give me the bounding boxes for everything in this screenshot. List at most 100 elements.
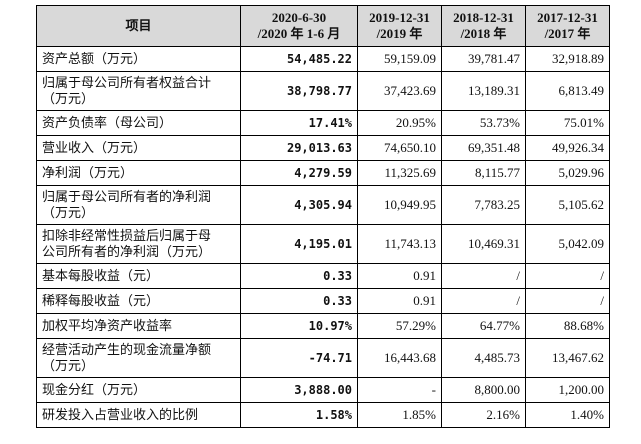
value-cell: 17.41%: [240, 110, 358, 136]
value-cell: 13,467.62: [525, 338, 610, 378]
label-text: 归属于母公司所有者的净利润: [42, 189, 212, 204]
label-text: 资产负债率（母公司）: [42, 115, 173, 130]
value-cell: 10,949.95: [357, 185, 442, 225]
label-text: 现金分红（万元）: [42, 382, 147, 397]
header-text: /2019 年: [376, 26, 423, 41]
value-cell: 37,423.69: [357, 71, 442, 111]
label-text: （万元）: [42, 205, 95, 220]
value-cell: 29,013.63: [240, 135, 358, 161]
label-text: 稀释每股收益（元）: [42, 293, 160, 308]
value-cell: 1,200.00: [525, 377, 610, 403]
value-cell: 2.16%: [441, 402, 526, 428]
value-cell: 1.85%: [357, 402, 442, 428]
label-text: 净利润（万元）: [42, 165, 134, 180]
value-cell: 0.91: [357, 263, 442, 289]
header-text: /2017 年: [544, 26, 591, 41]
value-cell: /: [441, 288, 526, 314]
value-cell: 4,305.94: [240, 185, 358, 225]
value-cell: 0.33: [240, 263, 358, 289]
value-cell: 6,813.49: [525, 71, 610, 111]
header-row: 项目 2020-6-30/2020 年 1-6 月 2019-12-31/2019 …: [36, 5, 610, 47]
row-label: 归属于母公司所有者权益合计 （万元）: [36, 71, 241, 111]
table-row: 基本每股收益（元） 0.33 0.91//: [36, 263, 610, 289]
row-label: 经营活动产生的现金流量净额 （万元）: [36, 338, 241, 378]
label-text: 营业收入（万元）: [42, 140, 147, 155]
label-text: 研发投入占营业收入的比例: [42, 407, 199, 422]
value-cell: 10.97%: [240, 313, 358, 339]
row-label: 基本每股收益（元）: [36, 263, 241, 289]
value-cell: 5,029.96: [525, 160, 610, 186]
label-text: 扣除非经常性损益后归属于母: [42, 228, 212, 243]
financial-table: 项目 2020-6-30/2020 年 1-6 月 2019-12-31/2019 …: [36, 5, 610, 428]
row-label: 加权平均净资产收益率: [36, 313, 241, 339]
value-cell: 11,325.69: [357, 160, 442, 186]
value-cell: 5,105.62: [525, 185, 610, 225]
table-row: 净利润（万元） 4,279.59 11,325.69 8,115.77 5,029.96: [36, 160, 610, 186]
value-cell: 5,042.09: [525, 224, 610, 264]
value-cell: 49,926.34: [525, 135, 610, 161]
value-cell: 10,469.31: [441, 224, 526, 264]
row-label: 资产总额（万元）: [36, 46, 241, 72]
row-label: 资产负债率（母公司）: [36, 110, 241, 136]
table-body: 资产总额（万元） 54,485.22 59,159.09 39,781.47 32,91…: [36, 46, 610, 428]
row-label: 现金分红（万元）: [36, 377, 241, 403]
value-cell: 0.33: [240, 288, 358, 314]
header-cell: 2019-12-31/2019 年: [357, 5, 442, 47]
table-row: 扣除非经常性损益后归属于母 公司所有者的净利润（万元） 4,195.01 11,743…: [36, 224, 610, 264]
header-cell: 2020-6-30/2020 年 1-6 月: [240, 5, 358, 47]
value-cell: 57.29%: [357, 313, 442, 339]
value-cell: 8,800.00: [441, 377, 526, 403]
row-label: 扣除非经常性损益后归属于母 公司所有者的净利润（万元）: [36, 224, 241, 264]
label-text: （万元）: [42, 358, 95, 373]
label-text: 归属于母公司所有者权益合计: [42, 75, 212, 90]
table-row: 稀释每股收益（元） 0.33 0.91//: [36, 288, 610, 314]
header-text: /2020 年 1-6 月: [257, 26, 341, 41]
label-text: 公司所有者的净利润（万元）: [42, 244, 212, 259]
label-text: 基本每股收益（元）: [42, 268, 160, 283]
value-cell: /: [441, 263, 526, 289]
value-cell: 39,781.47: [441, 46, 526, 72]
header-text: 项目: [125, 18, 152, 33]
value-cell: 54,485.22: [240, 46, 358, 72]
value-cell: 69,351.48: [441, 135, 526, 161]
value-cell: 8,115.77: [441, 160, 526, 186]
header-cell: 2018-12-31/2018 年: [441, 5, 526, 47]
table-row: 归属于母公司所有者权益合计 （万元） 38,798.77 37,423.69 13,18…: [36, 71, 610, 111]
table-row: 现金分红（万元） 3,888.00-8,800.00 1,200.00: [36, 377, 610, 403]
row-label: 营业收入（万元）: [36, 135, 241, 161]
label-text: 资产总额（万元）: [42, 51, 147, 66]
value-cell: 53.73%: [441, 110, 526, 136]
value-cell: 32,918.89: [525, 46, 610, 72]
table-header: 项目 2020-6-30/2020 年 1-6 月 2019-12-31/2019 …: [36, 5, 610, 47]
value-cell: 3,888.00: [240, 377, 358, 403]
value-cell: 7,783.25: [441, 185, 526, 225]
value-cell: 20.95%: [357, 110, 442, 136]
label-text: 经营活动产生的现金流量净额: [42, 342, 212, 357]
value-cell: 64.77%: [441, 313, 526, 339]
header-text: 2017-12-31: [537, 10, 598, 25]
value-cell: /: [525, 288, 610, 314]
header-text: 2018-12-31: [453, 10, 514, 25]
header-cell: 项目: [36, 5, 241, 47]
label-text: （万元）: [42, 91, 95, 106]
table-row: 资产总额（万元） 54,485.22 59,159.09 39,781.47 32,91…: [36, 46, 610, 72]
value-cell: 11,743.13: [357, 224, 442, 264]
value-cell: -: [357, 377, 442, 403]
value-cell: 4,279.59: [240, 160, 358, 186]
header-cell: 2017-12-31/2017 年: [525, 5, 610, 47]
row-label: 净利润（万元）: [36, 160, 241, 186]
value-cell: 4,485.73: [441, 338, 526, 378]
value-cell: 75.01%: [525, 110, 610, 136]
value-cell: 0.91: [357, 288, 442, 314]
row-label: 稀释每股收益（元）: [36, 288, 241, 314]
value-cell: 59,159.09: [357, 46, 442, 72]
value-cell: 74,650.10: [357, 135, 442, 161]
row-label: 归属于母公司所有者的净利润 （万元）: [36, 185, 241, 225]
header-text: 2020-6-30: [271, 10, 327, 25]
value-cell: 1.40%: [525, 402, 610, 428]
table-row: 营业收入（万元） 29,013.63 74,650.10 69,351.48 49,92…: [36, 135, 610, 161]
table-row: 研发投入占营业收入的比例 1.58% 1.85% 2.16% 1.40%: [36, 402, 610, 428]
value-cell: 38,798.77: [240, 71, 358, 111]
label-text: 加权平均净资产收益率: [42, 318, 173, 333]
